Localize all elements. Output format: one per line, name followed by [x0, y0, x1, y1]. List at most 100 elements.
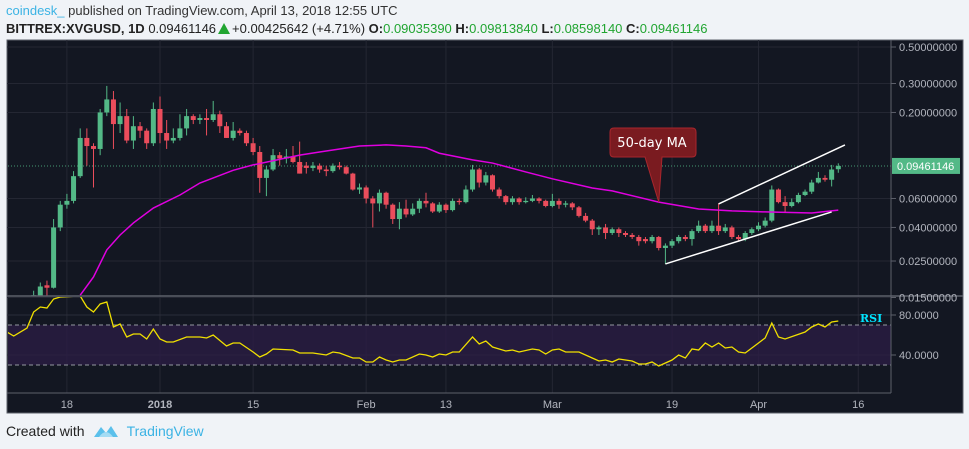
candle-up[interactable] — [130, 116, 136, 149]
tradingview-link[interactable]: TradingView — [126, 423, 204, 439]
candle-up[interactable] — [57, 200, 63, 232]
candle-down[interactable] — [350, 172, 356, 191]
candle-down[interactable] — [636, 234, 642, 246]
candle-down[interactable] — [616, 227, 622, 237]
candle-down[interactable] — [716, 203, 722, 235]
candle-down[interactable] — [137, 122, 143, 138]
candle-down[interactable] — [44, 280, 50, 298]
candle-up[interactable] — [676, 234, 682, 244]
candle-up[interactable] — [263, 165, 269, 197]
candle-up[interactable] — [749, 227, 755, 235]
candle-up[interactable] — [696, 220, 702, 234]
candle-up[interactable] — [330, 163, 336, 173]
upper-trendline[interactable] — [718, 144, 846, 205]
candle-down[interactable] — [157, 96, 163, 144]
candle-up[interactable] — [310, 161, 316, 172]
candle-down[interactable] — [536, 197, 542, 204]
candle-down[interactable] — [443, 203, 449, 213]
candle-down[interactable] — [124, 108, 130, 144]
candle-up[interactable] — [357, 183, 362, 194]
lower-trendline[interactable] — [665, 211, 832, 265]
ma-callout[interactable]: 50-day MA — [609, 127, 697, 203]
candle-down[interactable] — [297, 141, 303, 174]
candle-down[interactable] — [370, 196, 376, 228]
candle-up[interactable] — [77, 128, 83, 178]
candle-up[interactable] — [669, 239, 675, 248]
candle-down[interactable] — [576, 206, 582, 218]
candle-down[interactable] — [782, 196, 788, 213]
candle-up[interactable] — [230, 122, 236, 141]
candle-down[interactable] — [204, 108, 210, 136]
candle-down[interactable] — [516, 197, 522, 205]
candle-up[interactable] — [37, 282, 43, 300]
candle-up[interactable] — [150, 102, 156, 147]
candle-down[interactable] — [250, 137, 256, 156]
candle-up[interactable] — [197, 114, 203, 125]
candle-up[interactable] — [835, 163, 841, 173]
candle-down[interactable] — [337, 161, 343, 170]
price-chart[interactable]: 0.50000000 0.30000000 0.20000000 0.06000000… — [0, 0, 969, 420]
candle-up[interactable] — [762, 217, 768, 228]
candle-up[interactable] — [177, 114, 183, 141]
candle-up[interactable] — [809, 179, 815, 194]
candle-down[interactable] — [556, 198, 562, 209]
candle-down[interactable] — [569, 202, 575, 211]
candle-down[interactable] — [603, 223, 609, 240]
candle-up[interactable] — [563, 200, 569, 208]
candle-down[interactable] — [543, 199, 549, 208]
candle-down[interactable] — [496, 187, 502, 199]
candle-up[interactable] — [509, 196, 515, 205]
candle-down[interactable] — [224, 122, 229, 138]
candle-down[interactable] — [642, 236, 648, 244]
candle-up[interactable] — [450, 198, 456, 212]
author-link[interactable]: coindesk_ — [6, 3, 65, 18]
candle-up[interactable] — [722, 223, 728, 234]
candle-up[interactable] — [789, 198, 795, 208]
candle-up[interactable] — [609, 227, 615, 235]
candle-down[interactable] — [257, 146, 263, 193]
candle-down[interactable] — [110, 91, 116, 149]
candle-down[interactable] — [243, 130, 249, 147]
candle-up[interactable] — [184, 108, 190, 136]
candle-down[interactable] — [323, 165, 329, 177]
candle-down[interactable] — [383, 191, 389, 209]
candle-up[interactable] — [170, 128, 176, 144]
candle-down[interactable] — [503, 194, 509, 205]
candle-up[interactable] — [649, 234, 655, 244]
candle-up[interactable] — [529, 194, 535, 203]
candle-down[interactable] — [775, 188, 781, 204]
candle-down[interactable] — [423, 192, 429, 208]
candle-down[interactable] — [490, 174, 495, 192]
candle-down[interactable] — [237, 128, 243, 136]
candle-down[interactable] — [343, 165, 349, 175]
candle-down[interactable] — [623, 231, 628, 237]
candle-up[interactable] — [829, 164, 835, 187]
candle-up[interactable] — [71, 171, 77, 204]
candle-down[interactable] — [403, 199, 409, 218]
candle-up[interactable] — [756, 222, 761, 232]
candle-up[interactable] — [410, 203, 416, 216]
candle-down[interactable] — [736, 234, 742, 242]
candle-up[interactable] — [97, 108, 103, 156]
candle-up[interactable] — [470, 164, 476, 192]
candle-up[interactable] — [523, 197, 529, 204]
candle-up[interactable] — [463, 185, 469, 204]
candle-up[interactable] — [64, 193, 70, 209]
candle-down[interactable] — [144, 128, 150, 149]
candle-up[interactable] — [815, 171, 821, 184]
candle-up[interactable] — [689, 229, 695, 246]
candle-down[interactable] — [390, 203, 396, 224]
candle-down[interactable] — [164, 119, 170, 149]
candle-down[interactable] — [91, 143, 96, 188]
candle-down[interactable] — [303, 161, 309, 174]
candle-down[interactable] — [84, 128, 90, 166]
candle-down[interactable] — [290, 146, 296, 164]
candle-down[interactable] — [822, 175, 828, 182]
candle-up[interactable] — [483, 171, 489, 186]
candle-up[interactable] — [769, 185, 775, 223]
candle-down[interactable] — [589, 219, 595, 235]
candle-up[interactable] — [436, 202, 442, 213]
candle-down[interactable] — [476, 167, 482, 188]
candle-up[interactable] — [795, 192, 801, 204]
tradingview-logo-icon[interactable] — [93, 423, 119, 439]
